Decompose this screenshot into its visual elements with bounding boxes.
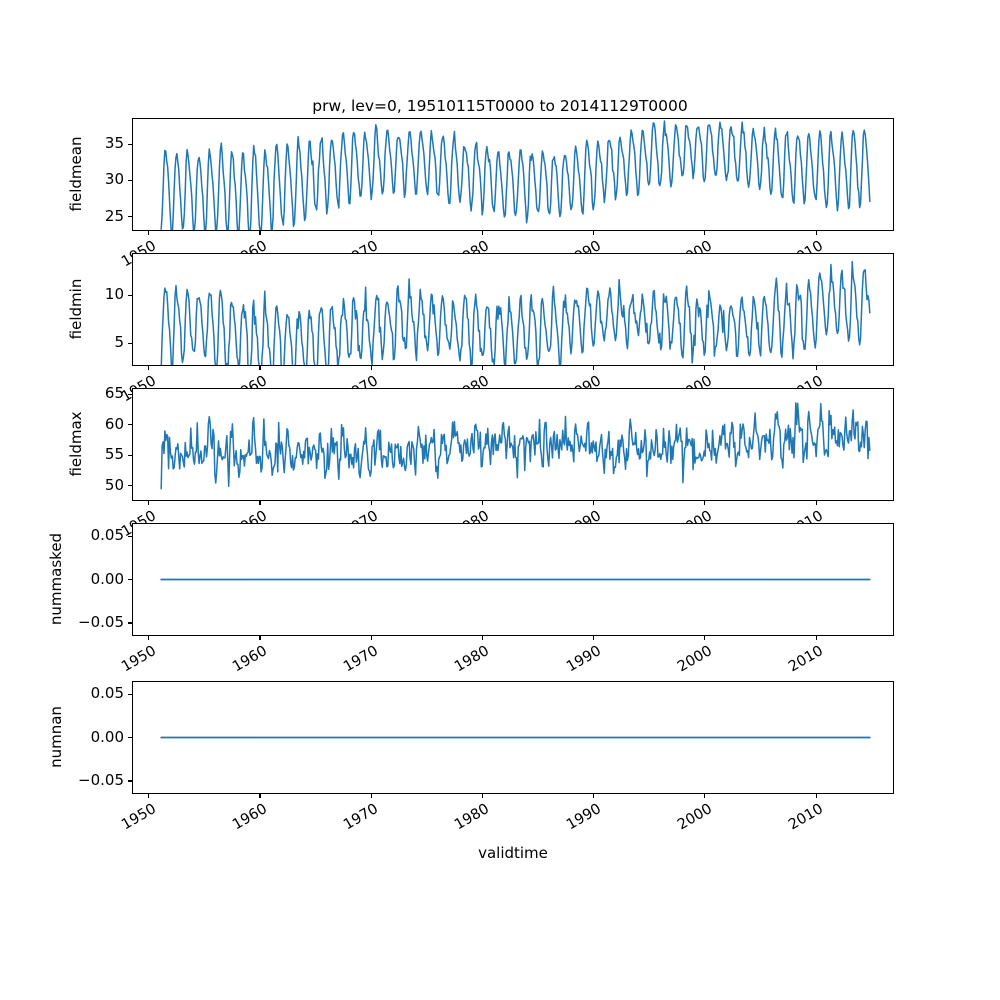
y-axis-label-nummasked: nummasked [47,532,65,625]
y-axis-label-numnan: numnan [47,705,65,768]
x-tick-label: 1970 [341,801,382,834]
x-tick-mark [815,794,817,798]
y-tick-mark [128,393,132,395]
x-tick-mark [704,794,706,798]
series-canvas-fieldmean [133,119,893,230]
y-axis-label-fieldmax: fieldmax [67,410,85,477]
x-tick-mark [593,636,595,640]
y-tick-mark [128,780,132,782]
y-tick-label: 0.05 [90,684,124,703]
plot-panel-fieldmin [132,253,894,366]
y-tick-label: 50 [104,475,124,494]
y-tick-mark [128,454,132,456]
x-tick-label: 2000 [674,643,715,676]
x-tick-label: 1990 [563,801,604,834]
plot-panel-numnan [132,681,894,794]
x-tick-mark [370,501,372,505]
plot-panel-nummasked [132,523,894,636]
x-tick-mark [593,231,595,235]
y-tick-mark [128,535,132,537]
y-tick-label: 25 [104,206,124,225]
data-line-fieldmin [161,262,870,365]
x-tick-label: 1980 [452,801,493,834]
x-tick-mark [481,366,483,370]
data-line-fieldmax [161,403,870,489]
y-tick-mark [128,342,132,344]
x-tick-label: 1950 [118,643,159,676]
y-tick-mark [128,424,132,426]
x-tick-mark [481,794,483,798]
x-tick-mark [259,636,261,640]
x-tick-mark [148,231,150,235]
x-tick-mark [704,231,706,235]
x-tick-mark [481,636,483,640]
x-tick-mark [704,636,706,640]
y-tick-mark [128,693,132,695]
series-canvas-numnan [133,682,893,793]
x-tick-label: 2000 [674,801,715,834]
y-tick-mark [128,179,132,181]
series-canvas-fieldmax [133,389,893,500]
x-tick-mark [593,501,595,505]
y-tick-label: −0.05 [78,770,124,789]
y-tick-label: 5 [114,333,124,352]
y-tick-label: 0.00 [90,569,124,588]
x-tick-mark [481,501,483,505]
x-tick-label: 1970 [341,643,382,676]
x-tick-mark [259,231,261,235]
x-tick-mark [370,794,372,798]
x-tick-label: 2010 [786,801,827,834]
y-tick-label: 10 [104,285,124,304]
plot-panel-fieldmean [132,118,894,231]
y-tick-label: −0.05 [78,612,124,631]
x-tick-mark [148,501,150,505]
y-tick-mark [128,579,132,581]
y-tick-label: 35 [104,134,124,153]
y-tick-mark [128,737,132,739]
series-canvas-nummasked [133,524,893,635]
x-tick-label: 1960 [229,801,270,834]
x-tick-mark [593,366,595,370]
x-tick-mark [704,501,706,505]
x-tick-mark [259,366,261,370]
x-tick-mark [815,501,817,505]
x-tick-label: 1980 [452,643,493,676]
y-tick-mark [128,216,132,218]
y-tick-label: 65 [104,384,124,403]
y-tick-mark [128,622,132,624]
x-tick-mark [370,366,372,370]
x-tick-mark [815,231,817,235]
y-tick-label: 30 [104,170,124,189]
y-tick-label: 60 [104,414,124,433]
y-tick-label: 0.00 [90,727,124,746]
x-tick-label: 1990 [563,643,604,676]
x-tick-mark [259,501,261,505]
y-tick-label: 55 [104,445,124,464]
x-tick-mark [593,794,595,798]
x-tick-mark [704,366,706,370]
x-axis-label: validtime [478,844,548,862]
data-line-fieldmean [161,121,870,230]
x-tick-label: 2010 [786,643,827,676]
y-tick-mark [128,294,132,296]
x-tick-label: 1960 [229,643,270,676]
x-tick-mark [148,636,150,640]
x-tick-mark [148,794,150,798]
plot-panel-fieldmax [132,388,894,501]
figure-title: prw, lev=0, 19510115T0000 to 20141129T00… [312,97,688,115]
x-tick-mark [370,231,372,235]
y-tick-label: 0.05 [90,526,124,545]
x-tick-mark [148,366,150,370]
x-tick-mark [815,636,817,640]
x-tick-mark [259,794,261,798]
y-tick-mark [128,485,132,487]
y-tick-mark [128,143,132,145]
series-canvas-fieldmin [133,254,893,365]
x-tick-label: 1950 [118,801,159,834]
x-tick-mark [815,366,817,370]
x-tick-mark [481,231,483,235]
x-tick-mark [370,636,372,640]
